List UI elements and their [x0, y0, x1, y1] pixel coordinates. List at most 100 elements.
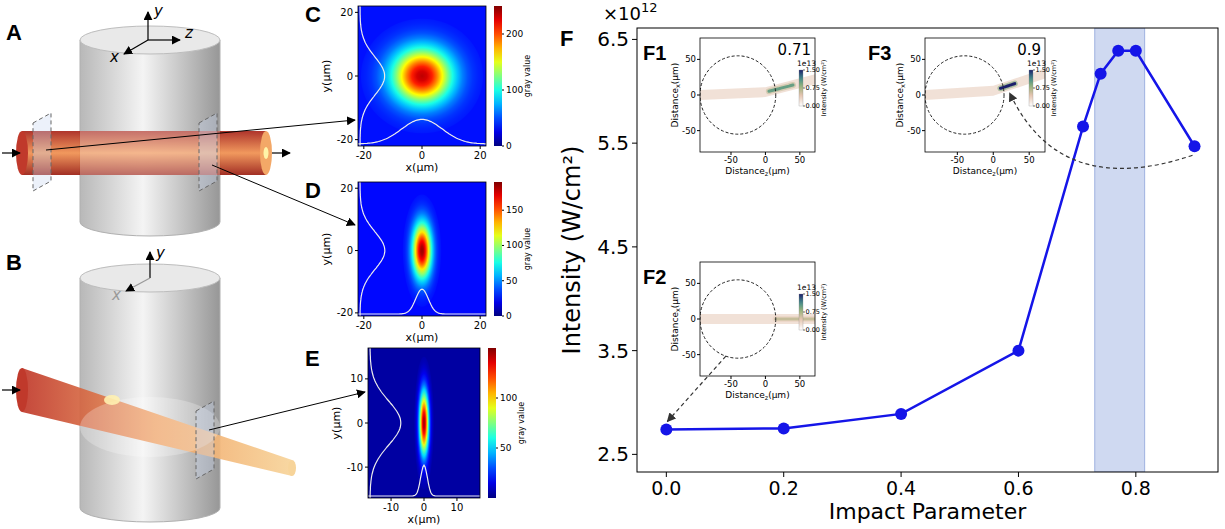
- colorbar: [1029, 70, 1033, 106]
- hot-spot: [104, 395, 120, 405]
- y-tick-label: 0: [347, 245, 353, 256]
- colorbar-tick-label: 0: [506, 141, 512, 151]
- x-tick: [363, 316, 364, 319]
- x-profile: [368, 465, 480, 496]
- focusing-beam: [22, 368, 292, 476]
- axis-name: x: [109, 48, 119, 66]
- x-axis-title: x(μm): [406, 161, 439, 174]
- colorbar-tick: [502, 245, 504, 246]
- link-arrow: [667, 356, 726, 421]
- diagram-a: yxzA: [2, 2, 290, 236]
- y-tick-label: -20: [337, 307, 353, 318]
- colorbar-tick: [502, 280, 504, 281]
- y-tick: [355, 188, 358, 189]
- panel-letter: D: [305, 178, 321, 203]
- x-tick-label: -50: [724, 379, 738, 389]
- data-point: [1012, 345, 1024, 357]
- label-unit: (μm): [768, 166, 790, 176]
- y-tick: [355, 312, 358, 313]
- axis-name: y: [153, 2, 164, 20]
- y-tick-label: 0: [916, 90, 921, 100]
- x-axis-title: x(μm): [408, 513, 441, 526]
- x-tick-label: 50: [794, 155, 805, 165]
- y-tick-label: -50: [682, 350, 696, 360]
- y-axis-title: Distancex(μm): [895, 63, 907, 128]
- x-tick-label: 0: [419, 320, 425, 331]
- y-profile: [370, 348, 401, 498]
- panel-letter: E: [305, 346, 320, 371]
- beam-core: [264, 147, 269, 159]
- colorbar-tick-label: 1.50: [806, 290, 820, 298]
- x-tick: [480, 146, 481, 149]
- y-tick-label: 4.5: [597, 235, 629, 259]
- x-tick-label: -50: [724, 155, 738, 165]
- y-tick: [632, 454, 637, 455]
- x-tick-label: 20: [474, 320, 487, 331]
- x-tick: [391, 498, 392, 501]
- panel-letter: F3: [868, 42, 891, 64]
- frame: [925, 38, 1045, 152]
- colorbar-tick: [502, 34, 504, 35]
- label-text: Distance: [670, 88, 680, 128]
- y-tick-label: 0: [691, 90, 696, 100]
- y-axis-title: y(μm): [320, 60, 333, 93]
- colorbar-tick-label: 200: [506, 29, 523, 39]
- image-background: [358, 6, 486, 146]
- inset-background: [925, 38, 1045, 152]
- input-arrow: [2, 152, 20, 153]
- x-tick: [480, 316, 481, 319]
- axis-arrow: [147, 12, 148, 40]
- colorbar-tick: [502, 146, 504, 147]
- image-panel: -20020-20020x(μm)y(μm)050100150gray valu…: [305, 178, 532, 344]
- x-tick: [422, 316, 423, 319]
- y-tick-label: 50: [685, 278, 696, 288]
- focus-core: [769, 85, 793, 91]
- cylinder-top: [80, 26, 220, 54]
- y-tick-label: 50: [910, 54, 921, 64]
- y-tick: [632, 143, 637, 144]
- pointer-arrow: [212, 165, 355, 225]
- beam-envelope: [700, 314, 815, 324]
- frame: [700, 38, 815, 152]
- y-profile: [360, 182, 385, 316]
- x-tick-label: 0: [421, 502, 427, 513]
- frame: [700, 262, 815, 376]
- x-tick-label: 0.2: [769, 477, 799, 499]
- y-tick: [365, 467, 368, 468]
- frame: [358, 6, 486, 146]
- y-tick-label: 0: [347, 71, 353, 82]
- y-tick: [697, 59, 700, 60]
- colorbar-title: gray value: [517, 402, 526, 444]
- colorbar-tick-label: 0: [506, 311, 512, 321]
- inset-panel: -50050-50050Distancez(μm)Distancex(μm)1e…: [868, 38, 1058, 178]
- beam-envelope: [925, 69, 1045, 100]
- target-outline: [700, 56, 776, 134]
- panel-letter: B: [6, 250, 22, 275]
- plot-area: [660, 28, 1200, 472]
- axis-name: y: [155, 244, 166, 262]
- y-axis-title: y(μm): [330, 407, 343, 440]
- x-tick-label: 0: [419, 150, 425, 161]
- beam-spot: [361, 19, 483, 134]
- y-tick-label: -20: [337, 134, 353, 145]
- colorbar-tick: [496, 398, 498, 399]
- x-tick-label: -20: [356, 320, 372, 331]
- diagram-b: yxB: [2, 244, 296, 522]
- y-tick: [365, 423, 368, 424]
- y-tick-label: 20: [340, 7, 353, 18]
- colorbar-tick-label: 0.75: [806, 308, 820, 316]
- y-tick-label: 0: [691, 314, 696, 324]
- x-tick-label: 0.6: [1003, 477, 1033, 499]
- colorbar-tick: [502, 210, 504, 211]
- x-tick-label: -20: [356, 150, 372, 161]
- y-tick-label: -50: [682, 126, 696, 136]
- y-tick-label: 6.5: [597, 27, 629, 51]
- y-axis-title: Distancex(μm): [670, 63, 682, 128]
- axis-arrow: [126, 278, 150, 291]
- image-background: [358, 182, 486, 316]
- figure: yxzAyxB-20020-20020x(μm)y(μm)0100200gray…: [0, 0, 1225, 529]
- x-tick: [456, 498, 457, 501]
- x-tick-label: 0.4: [886, 477, 916, 499]
- y-tick: [632, 39, 637, 40]
- colorbar-title: gray value: [523, 228, 532, 270]
